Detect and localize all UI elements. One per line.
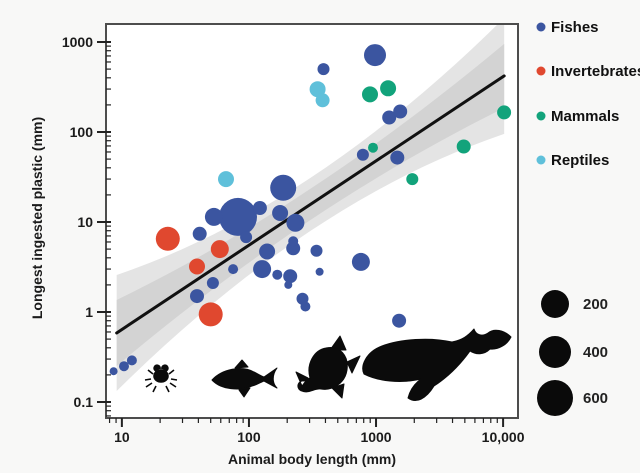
- data-point-reptiles: [309, 81, 326, 98]
- data-point-fishes: [109, 367, 118, 376]
- x-axis-title: Animal body length (mm): [228, 451, 396, 467]
- data-point-fishes: [317, 63, 330, 76]
- data-point-fishes: [310, 244, 323, 257]
- size-legend-label-400: 400: [583, 344, 608, 361]
- data-point-fishes: [272, 269, 283, 280]
- data-point-fishes: [272, 205, 289, 221]
- data-point-fishes: [228, 264, 239, 275]
- legend-label-invertebrates: Invertebrates: [551, 63, 640, 80]
- legend-swatch-invertebrates: [536, 66, 546, 76]
- y-tick-label: 1: [85, 304, 93, 320]
- data-point-fishes: [315, 267, 324, 276]
- legend-swatch-mammals: [536, 111, 546, 121]
- data-point-fishes: [356, 148, 369, 161]
- x-tick-label: 10: [114, 429, 130, 445]
- data-point-fishes: [219, 197, 257, 236]
- data-point-fishes: [270, 174, 297, 201]
- legend-swatch-fishes: [536, 22, 546, 32]
- axes-layer: 10 100 1000 10,000 0.1 1 10 100 1000: [62, 23, 525, 445]
- data-point-reptiles: [315, 93, 330, 108]
- legend-label-fishes: Fishes: [551, 19, 599, 36]
- data-point-mammals: [362, 86, 378, 103]
- legend-label-reptiles: Reptiles: [551, 152, 609, 169]
- data-point-fishes: [259, 243, 276, 260]
- data-point-reptiles: [218, 171, 234, 188]
- x-tick-label: 10,000: [482, 429, 525, 445]
- data-point-invertebrates: [189, 258, 205, 275]
- data-point-fishes: [204, 207, 223, 226]
- regression-line: [115, 74, 506, 335]
- data-point-fishes: [382, 110, 397, 125]
- silhouette-layer: [144, 328, 512, 401]
- data-point-fishes: [392, 313, 407, 328]
- data-point-fishes: [288, 236, 299, 247]
- data-point-invertebrates: [210, 240, 229, 259]
- legend-label-mammals: Mammals: [551, 108, 619, 125]
- data-point-fishes: [351, 252, 370, 271]
- legend-swatch-reptiles: [536, 155, 546, 165]
- data-point-fishes: [126, 355, 137, 366]
- y-tick-label: 0.1: [74, 394, 94, 410]
- data-point-fishes: [283, 269, 298, 284]
- legend-layer: Fishes Invertebrates Mammals Reptiles 200 400…: [536, 19, 640, 416]
- data-point-mammals: [497, 105, 512, 120]
- size-legend-label-600: 600: [583, 390, 608, 407]
- data-point-fishes: [240, 231, 253, 244]
- data-point-fishes: [192, 226, 207, 241]
- whale-silhouette: [362, 328, 512, 401]
- size-legend-label-200: 200: [583, 296, 608, 313]
- fish-silhouette: [211, 359, 278, 398]
- y-tick-label: 10: [77, 214, 93, 230]
- x-tick-label: 1000: [360, 429, 391, 445]
- data-point-fishes: [206, 277, 219, 289]
- y-axis-title: Longest ingested plastic (mm): [29, 117, 45, 319]
- data-point-fishes: [390, 150, 405, 165]
- y-tick-label: 1000: [62, 34, 93, 50]
- data-point-fishes: [190, 289, 204, 304]
- data-point-fishes: [284, 280, 293, 289]
- y-tick-label: 100: [70, 124, 94, 140]
- data-point-invertebrates: [198, 302, 223, 327]
- data-point-mammals: [368, 142, 378, 153]
- size-legend-circle-600: [537, 380, 573, 416]
- size-legend-circle-400: [539, 336, 571, 368]
- data-point-fishes: [119, 361, 129, 372]
- data-point-fishes: [364, 44, 386, 67]
- data-point-fishes: [252, 201, 267, 215]
- data-points-layer: [109, 44, 512, 376]
- data-point-invertebrates: [155, 226, 180, 251]
- data-point-mammals: [456, 139, 471, 154]
- data-point-mammals: [406, 173, 419, 186]
- size-legend-circle-200: [541, 290, 569, 318]
- crab-silhouette: [144, 364, 178, 393]
- data-point-fishes: [253, 260, 272, 279]
- x-tick-label: 100: [237, 429, 261, 445]
- data-point-mammals: [380, 80, 397, 97]
- turtle-silhouette: [295, 335, 361, 399]
- data-point-fishes: [286, 213, 305, 232]
- data-point-fishes: [393, 104, 408, 119]
- data-point-fishes: [300, 301, 311, 312]
